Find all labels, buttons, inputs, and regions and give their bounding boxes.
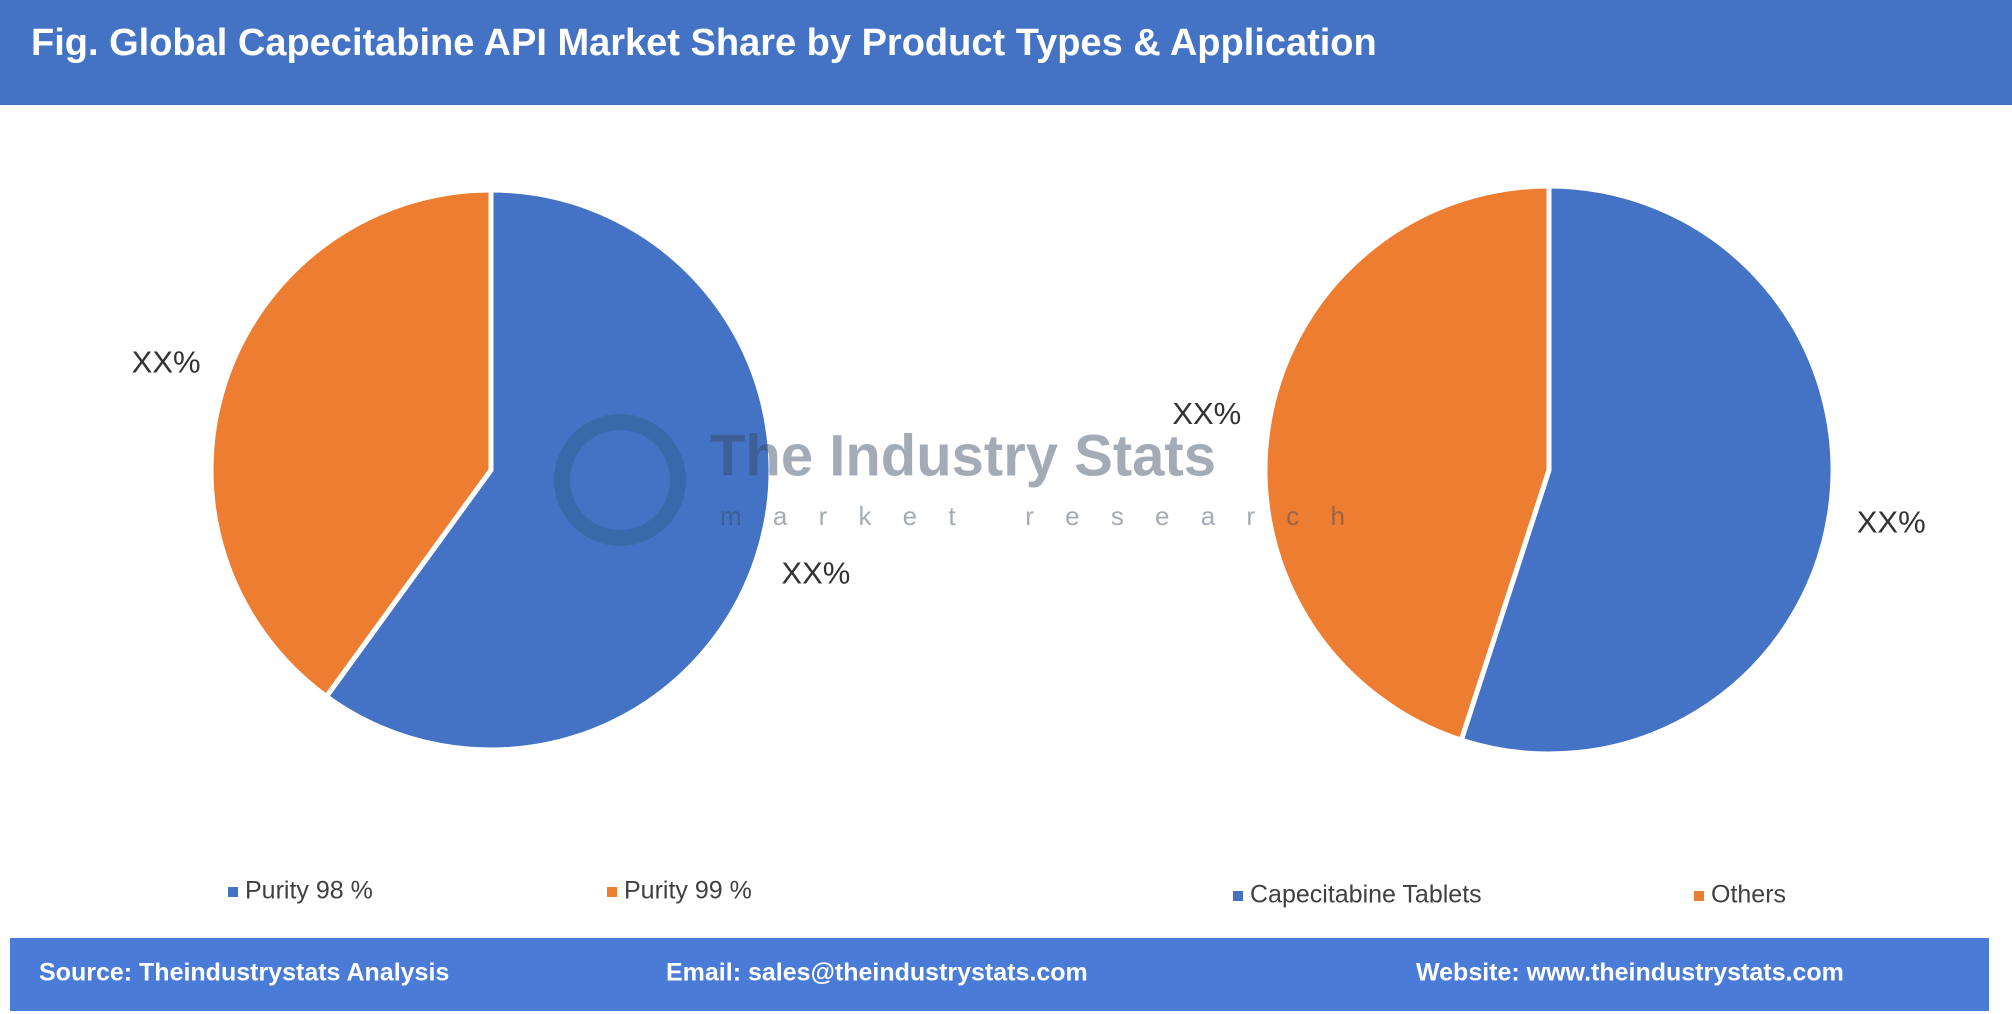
footer-source: Source: Theindustrystats Analysis [39,959,449,987]
data-label: XX% [132,345,201,380]
legend-label: Purity 98 % [245,877,373,905]
data-label: XX% [781,556,850,591]
legend-label: Capecitabine Tablets [1250,881,1482,909]
pie-slice [1262,183,1552,744]
data-label: XX% [1857,504,1926,539]
legend-label: Others [1711,881,1786,909]
pie-slice [1458,183,1836,757]
legend-swatch [1694,891,1704,901]
title: Fig. Global Capecitabine API Market Shar… [31,22,1377,64]
pie-slice [322,187,774,753]
footer [10,938,1989,1011]
legend-label: Purity 99 % [624,877,752,905]
watermark-tagline: m a r k e t r e s e a r c h [720,501,1357,531]
legend-swatch [607,887,617,897]
watermark-logo [554,414,686,546]
watermark-name: The Industry Stats [710,423,1216,488]
pie-slice [208,187,494,701]
watermark: The Industry Stats m a r k e t r e s e a… [554,414,1357,546]
footer-website: Website: www.theindustrystats.com [1416,959,1844,987]
legend-swatch [228,887,238,897]
data-label: XX% [1172,396,1241,431]
footer-email: Email: sales@theindustrystats.com [666,959,1088,987]
header [0,0,2012,105]
charts: XX% Purity 98 % XX% Purity 99 % XX% Capecitab… [132,183,1926,909]
legend-swatch [1233,891,1243,901]
